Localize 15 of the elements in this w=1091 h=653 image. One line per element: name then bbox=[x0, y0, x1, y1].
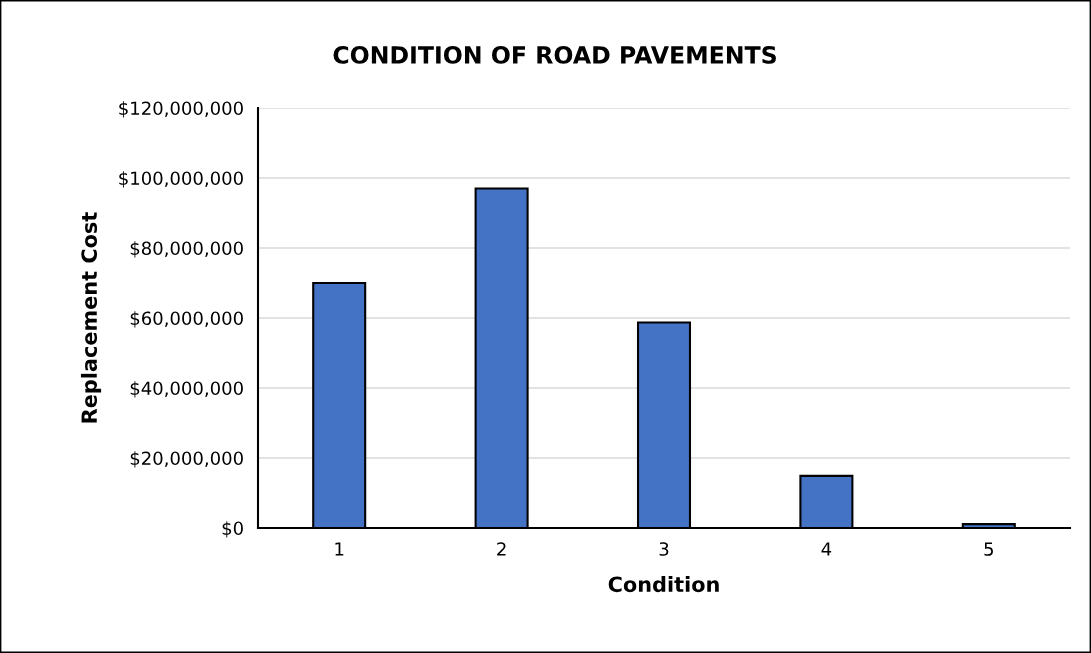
y-tick-label: $0 bbox=[222, 521, 243, 538]
y-tick-label: $40,000,000 bbox=[130, 381, 243, 398]
x-axis-title: Condition bbox=[608, 576, 719, 593]
y-tick-label: $60,000,000 bbox=[130, 311, 243, 328]
y-axis-title: Replacement Cost bbox=[80, 212, 102, 423]
x-tick-label: 4 bbox=[821, 542, 832, 556]
x-tick-label: 1 bbox=[335, 542, 344, 556]
y-tick-label: $20,000,000 bbox=[130, 451, 243, 468]
chart-title: CONDITION OF ROAD PAVEMENTS bbox=[333, 45, 776, 64]
y-tick-label: $100,000,000 bbox=[119, 171, 243, 188]
x-tick-label: 2 bbox=[497, 542, 506, 556]
x-tick-label: 3 bbox=[659, 542, 669, 556]
y-tick-label: $120,000,000 bbox=[119, 101, 243, 118]
y-tick-label: $80,000,000 bbox=[130, 241, 243, 258]
x-tick-label: 5 bbox=[984, 542, 993, 556]
